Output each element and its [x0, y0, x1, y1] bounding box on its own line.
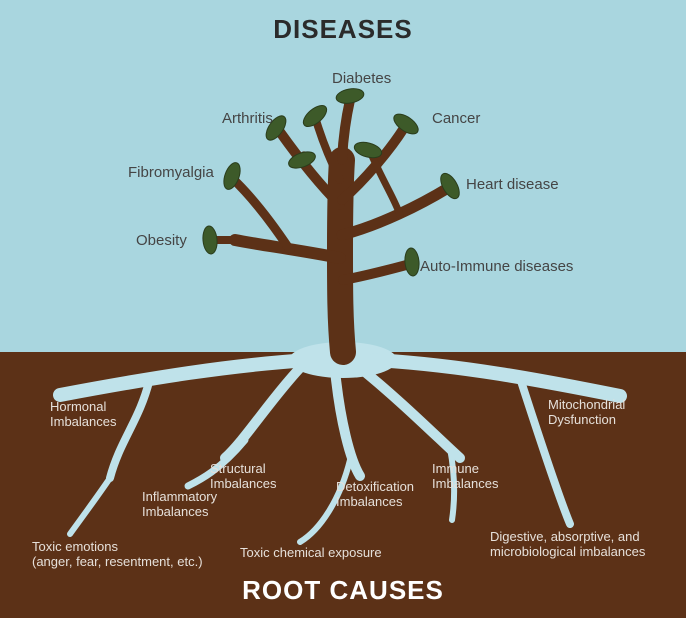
- root-cause-label-inflammatory: InflammatoryImbalances: [142, 490, 217, 520]
- root-cause-label-structural: StructuralImbalances: [210, 462, 276, 492]
- infographic-stage: DISEASES ROOT CAUSES Diabetes Arthritis Ca…: [0, 0, 686, 618]
- disease-label-diabetes: Diabetes: [332, 70, 391, 87]
- title-diseases: DISEASES: [0, 14, 686, 45]
- disease-label-obesity: Obesity: [136, 232, 187, 249]
- leaf-icon: [335, 87, 365, 106]
- root-cause-label-hormonal: HormonalImbalances: [50, 400, 116, 430]
- title-root-causes: ROOT CAUSES: [0, 575, 686, 606]
- root-cause-label-toxichem: Toxic chemical exposure: [240, 546, 382, 561]
- root-cause-label-digestive: Digestive, absorptive, andmicrobiologica…: [490, 530, 645, 560]
- leaf-icon: [202, 225, 218, 254]
- disease-label-arthritis: Arthritis: [222, 110, 273, 127]
- root-cause-label-mitochondrial: MitochondrialDysfunction: [548, 398, 625, 428]
- tree-svg: [0, 0, 686, 618]
- disease-label-cancer: Cancer: [432, 110, 480, 127]
- disease-label-fibromyalgia: Fibromyalgia: [128, 164, 214, 181]
- root-cause-label-toxicemo: Toxic emotions(anger, fear, resentment, …: [32, 540, 203, 570]
- trunk-group: [212, 96, 448, 352]
- disease-label-heart: Heart disease: [466, 176, 559, 193]
- root-cause-label-immune: ImmuneImbalances: [432, 462, 498, 492]
- root-cause-label-detox: DetoxificationImbalances: [336, 480, 414, 510]
- disease-label-autoimmune: Auto-Immune diseases: [420, 258, 573, 275]
- leaf-icon: [404, 247, 420, 276]
